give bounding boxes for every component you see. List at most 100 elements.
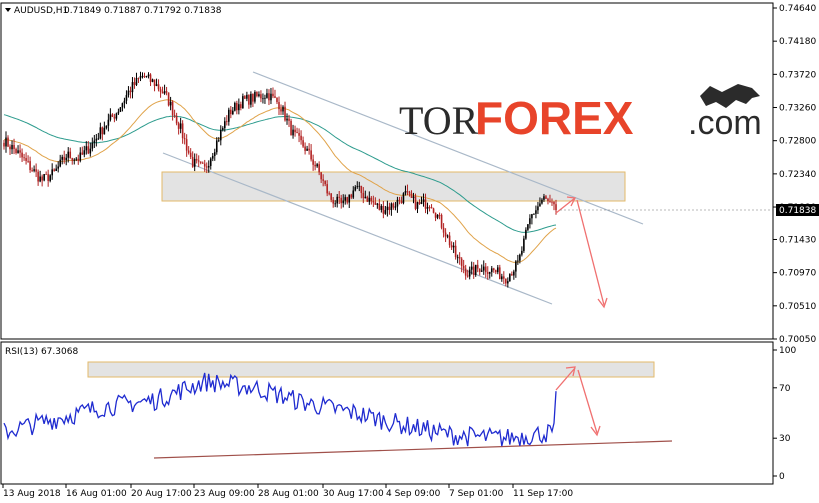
rsi-arrow-up-head xyxy=(565,366,576,377)
candle-body xyxy=(511,274,513,276)
candle-body xyxy=(501,276,503,280)
candle-body xyxy=(197,160,200,162)
price-arrow-up-head xyxy=(566,196,576,207)
candle-body xyxy=(274,96,276,98)
candle-body xyxy=(432,208,435,213)
candle-body xyxy=(105,125,108,128)
x-axis: 13 Aug 2018 16 Aug 01:00 20 Aug 17:00 23 Au… xyxy=(2,484,573,499)
candle-body xyxy=(141,75,144,77)
candle-body xyxy=(29,161,31,171)
ohlc-values: 0.71849 0.71887 0.71792 0.71838 xyxy=(64,6,222,16)
candle-body xyxy=(264,97,266,99)
candle-body xyxy=(117,111,120,114)
candle-body xyxy=(412,196,415,198)
candle-body xyxy=(358,185,361,187)
candle-body xyxy=(89,148,92,154)
candle-body xyxy=(55,168,57,171)
candle-body xyxy=(125,95,128,101)
candle-body xyxy=(199,161,202,163)
x-tick-label: 16 Aug 01:00 xyxy=(66,489,127,499)
candle-body xyxy=(452,245,455,248)
candle-body xyxy=(392,203,395,208)
candle-body xyxy=(252,93,254,102)
rsi-support-trendline xyxy=(153,440,673,459)
candlesticks xyxy=(3,71,557,288)
candle-body xyxy=(73,159,76,161)
candle-body xyxy=(27,160,29,162)
x-tick-label: 4 Sep 09:00 xyxy=(386,489,441,499)
candle-body xyxy=(213,152,216,156)
candle-body xyxy=(545,196,547,199)
candle-body xyxy=(519,254,521,261)
candle-body xyxy=(109,114,112,120)
candle-body xyxy=(41,176,43,181)
candle-body xyxy=(380,206,383,210)
candle-body xyxy=(334,203,336,205)
candle-body xyxy=(366,196,369,202)
candle-body xyxy=(25,158,27,161)
rsi-y-axis: 100 70 30 0 xyxy=(773,346,796,482)
candle-body xyxy=(280,109,282,112)
y-tick-label: 0.74640 xyxy=(779,4,816,14)
rsi-arrow-down-head xyxy=(590,425,601,437)
candle-body xyxy=(515,261,517,272)
candle-body xyxy=(145,76,148,78)
rsi-header: RSI(13) 67.3068 xyxy=(5,347,78,357)
candle-body xyxy=(91,142,94,149)
candle-body xyxy=(374,202,377,205)
candle-body xyxy=(157,84,160,90)
candle-body xyxy=(85,146,88,151)
candle-body xyxy=(137,77,140,79)
candle-body xyxy=(81,152,84,155)
rsi-y-tick-label: 0 xyxy=(779,472,785,482)
candle-body xyxy=(426,207,429,209)
candle-body xyxy=(37,171,39,182)
candle-body xyxy=(302,140,304,147)
candle-body xyxy=(286,118,288,121)
price-arrow-down-head xyxy=(597,297,608,309)
candle-body xyxy=(472,266,475,275)
candle-body xyxy=(171,101,174,115)
candle-body xyxy=(163,91,166,94)
candle-body xyxy=(294,129,296,133)
ma-orange-line xyxy=(3,99,557,263)
candle-body xyxy=(454,245,457,257)
candle-body xyxy=(215,140,218,153)
candle-body xyxy=(189,152,192,157)
candle-body xyxy=(111,114,114,117)
candle-body xyxy=(436,214,439,218)
symbol-dropdown-icon[interactable] xyxy=(5,8,11,12)
candle-body xyxy=(151,79,154,82)
candle-body xyxy=(175,115,178,124)
candle-body xyxy=(221,128,224,130)
bull-logo-icon xyxy=(700,84,760,108)
candle-body xyxy=(5,137,7,147)
candle-body xyxy=(71,158,74,161)
candle-body xyxy=(75,158,78,160)
candle-body xyxy=(23,157,25,159)
candle-body xyxy=(418,202,421,204)
candle-body xyxy=(226,121,228,123)
candle-body xyxy=(238,104,240,111)
candle-body xyxy=(484,266,487,273)
candle-body xyxy=(278,102,280,110)
y-tick-label: 0.71430 xyxy=(779,235,816,245)
channel-upper-line xyxy=(252,71,644,225)
candle-body xyxy=(123,100,126,104)
candle-body xyxy=(31,170,33,171)
candle-body xyxy=(115,113,118,119)
candle-body xyxy=(193,158,196,167)
candle-body xyxy=(509,274,511,282)
main-y-axis: 0.74640 0.74180 0.73720 0.73260 0.72800 0.723… xyxy=(773,4,816,345)
candle-body xyxy=(398,199,401,201)
candle-body xyxy=(340,197,343,204)
candle-body xyxy=(224,121,226,129)
candle-body xyxy=(195,158,198,161)
candle-body xyxy=(352,190,355,198)
candle-body xyxy=(131,82,134,93)
candle-body xyxy=(513,271,515,276)
y-tick-label: 0.74180 xyxy=(779,37,816,47)
candle-body xyxy=(53,169,55,171)
candle-body xyxy=(414,196,417,209)
candle-body xyxy=(490,268,493,273)
